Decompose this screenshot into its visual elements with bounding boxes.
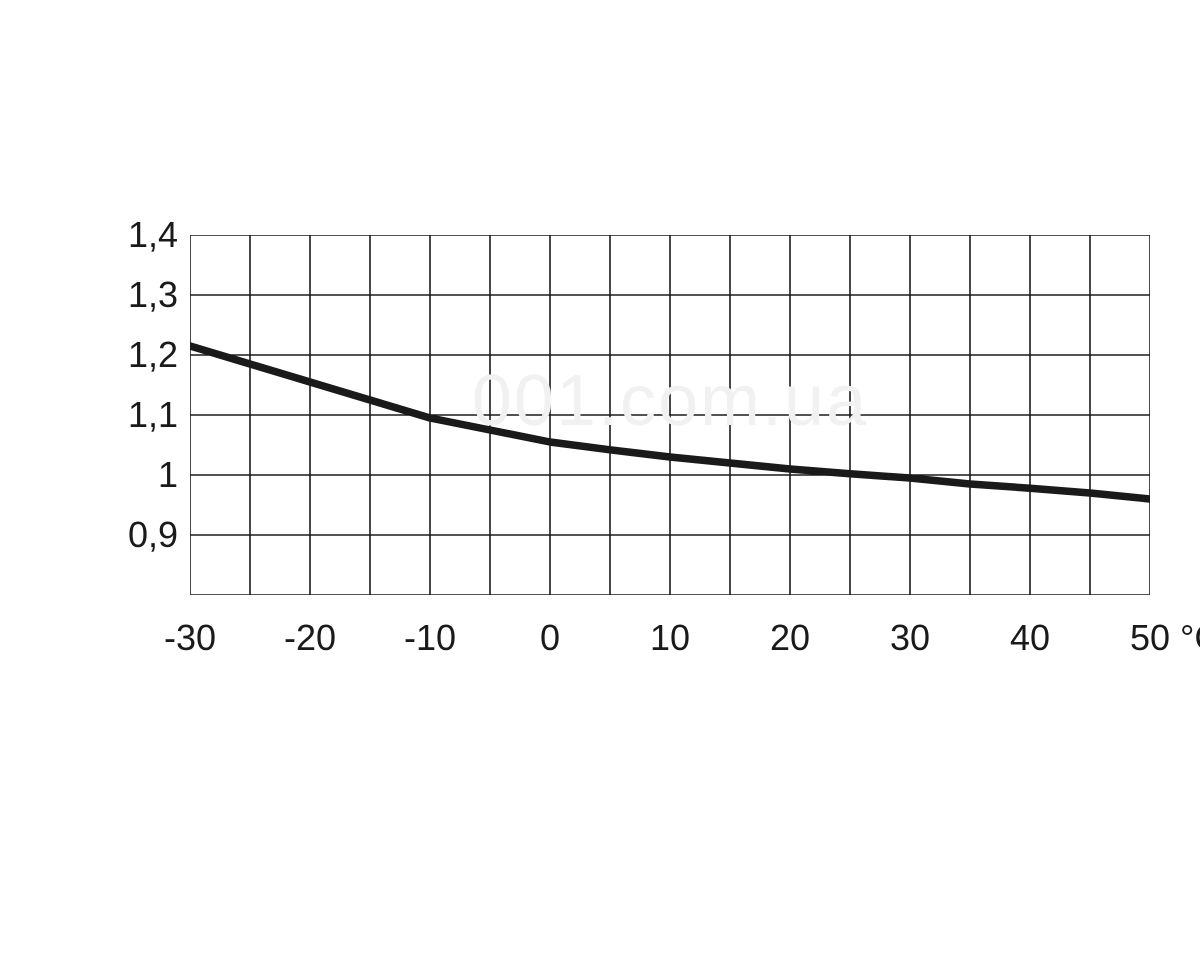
- y-tick-label: 1,3: [128, 274, 190, 316]
- grid: [190, 235, 1150, 595]
- x-axis-units: °C: [1180, 617, 1200, 659]
- x-tick-label: 30: [890, 617, 930, 659]
- page: 001.com.ua 0,9 1 1,1 1,2 1,3 1,4 -30 -20 -10 0 10…: [0, 0, 1200, 960]
- y-tick-label: 1,1: [128, 394, 190, 436]
- y-tick-label: 1,4: [128, 214, 190, 256]
- y-tick-label: 0,9: [128, 514, 190, 556]
- x-tick-label: -20: [284, 617, 336, 659]
- x-tick-label: 50: [1130, 617, 1170, 659]
- x-tick-label: -10: [404, 617, 456, 659]
- y-tick-label: 1: [158, 454, 190, 496]
- plot-area: 001.com.ua: [190, 235, 1150, 595]
- x-tick-label: 20: [770, 617, 810, 659]
- x-tick-label: 10: [650, 617, 690, 659]
- x-tick-label: 40: [1010, 617, 1050, 659]
- x-tick-label: -30: [164, 617, 216, 659]
- derating-chart: 001.com.ua 0,911,11,21,31,4 -30-20-10010…: [50, 235, 1150, 715]
- plot-svg: [190, 235, 1150, 595]
- x-tick-label: 0: [540, 617, 560, 659]
- y-tick-label: 1,2: [128, 334, 190, 376]
